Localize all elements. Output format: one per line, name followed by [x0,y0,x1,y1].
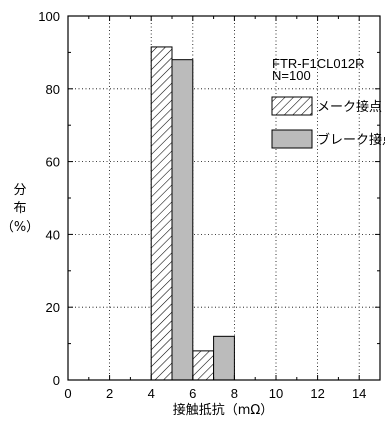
x-tick-label: 14 [352,386,366,401]
legend-label-break: ブレーク接点 [317,132,385,148]
y-axis-title: 分 布 （%） [1,183,39,235]
x-tick-label: 8 [231,386,238,401]
x-tick-label: 4 [148,386,155,401]
y-axis-label-line1: 分 [13,183,26,198]
y-tick-label: 80 [46,82,60,97]
y-tick-label: 40 [46,227,60,242]
legend: FTR-F1CL012R N=100 メーク接点 ブレーク接点 [271,56,385,149]
y-tick-label: 60 [46,155,60,170]
y-axis-label-line2: 布 [13,201,26,216]
x-tick-label: 2 [106,386,113,401]
legend-swatch-make [271,96,313,116]
y-tick-label: 20 [46,300,60,315]
bar-break-contact [171,59,194,381]
legend-swatch-break [271,129,313,149]
x-axis-label: 接触抵抗（mΩ） [173,402,274,418]
annotation-model: FTR-F1CL012R [272,56,364,71]
plot-frame [67,15,381,381]
y-tick-label: 100 [38,9,60,24]
bar-make-contact [192,350,215,381]
x-tick-label: 6 [189,386,196,401]
x-tick-label: 0 [64,386,71,401]
y-axis-label-line3: （%） [1,220,39,235]
y-tick-label: 0 [53,373,60,388]
bar-make-contact [150,46,173,381]
annotation-sample-size: N=100 [272,68,311,83]
x-tick-label: 12 [310,386,324,401]
bar-break-contact [213,335,235,381]
x-tick-label: 10 [269,386,283,401]
bars [150,46,235,381]
legend-label-make: メーク接点 [317,99,382,115]
